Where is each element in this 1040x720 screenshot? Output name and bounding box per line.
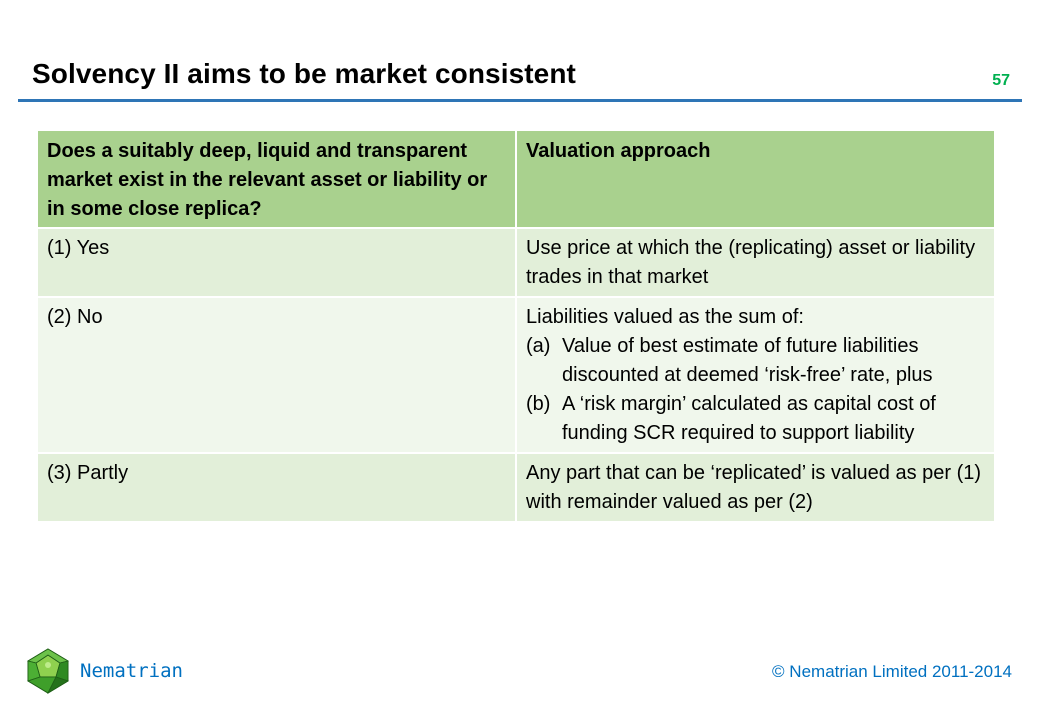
list-marker: (a): [526, 335, 551, 357]
row-question: (3) Partly: [38, 452, 515, 521]
table-header-question: Does a suitably deep, liquid and transpa…: [38, 131, 515, 227]
table-row: (1) Yes Use price at which the (replicat…: [38, 227, 994, 296]
row-approach: Liabilities valued as the sum of: (a) Va…: [515, 296, 994, 452]
slide-title: Solvency II aims to be market consistent: [32, 58, 576, 89]
valuation-table: Does a suitably deep, liquid and transpa…: [38, 131, 994, 521]
copyright-text: © Nematrian Limited 2011-2014: [772, 662, 1012, 681]
list-item: (a) Value of best estimate of future lia…: [526, 332, 986, 390]
approach-list: (a) Value of best estimate of future lia…: [526, 332, 986, 448]
brand-name: Nematrian: [80, 660, 183, 682]
list-marker: (b): [526, 393, 551, 415]
green-dodecahedron-logo-icon: [26, 648, 70, 695]
table-row: (3) Partly Any part that can be ‘replica…: [38, 452, 994, 521]
row-question: (1) Yes: [38, 227, 515, 296]
list-item: (b) A ‘risk margin’ calculated as capita…: [526, 390, 986, 448]
approach-intro: Liabilities valued as the sum of:: [526, 306, 804, 328]
table-header-approach: Valuation approach: [515, 131, 994, 227]
list-item-text: A ‘risk margin’ calculated as capital co…: [562, 393, 936, 444]
table-row: (2) No Liabilities valued as the sum of:…: [38, 296, 994, 452]
row-question: (2) No: [38, 296, 515, 452]
slide-number: 57: [992, 72, 1010, 89]
title-divider: [18, 99, 1022, 102]
row-approach: Any part that can be ‘replicated’ is val…: [515, 452, 994, 521]
table-header-row: Does a suitably deep, liquid and transpa…: [38, 131, 994, 227]
row-approach: Use price at which the (replicating) ass…: [515, 227, 994, 296]
list-item-text: Value of best estimate of future liabili…: [562, 335, 933, 386]
